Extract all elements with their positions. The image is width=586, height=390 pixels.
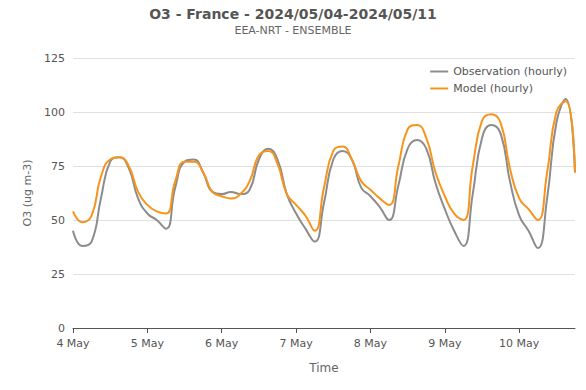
- svg-text:10 May: 10 May: [499, 337, 540, 350]
- svg-text:125: 125: [44, 52, 65, 65]
- svg-text:50: 50: [51, 214, 65, 227]
- svg-text:6 May: 6 May: [205, 337, 239, 350]
- svg-text:Time: Time: [308, 361, 338, 375]
- svg-text:9 May: 9 May: [428, 337, 462, 350]
- svg-text:4 May: 4 May: [56, 337, 90, 350]
- svg-text:O3 (ug m-3): O3 (ug m-3): [21, 160, 34, 227]
- svg-text:25: 25: [51, 268, 65, 281]
- svg-text:8 May: 8 May: [354, 337, 388, 350]
- svg-text:7 May: 7 May: [279, 337, 313, 350]
- svg-text:5 May: 5 May: [131, 337, 165, 350]
- svg-text:100: 100: [44, 106, 65, 119]
- svg-text:0: 0: [58, 322, 65, 335]
- svg-text:EEA-NRT - ENSEMBLE: EEA-NRT - ENSEMBLE: [234, 24, 351, 37]
- svg-text:Model (hourly): Model (hourly): [453, 82, 533, 95]
- svg-text:Observation (hourly): Observation (hourly): [453, 65, 567, 78]
- svg-text:O3 - France - 2024/05/04-2024/: O3 - France - 2024/05/04-2024/05/11: [149, 6, 437, 22]
- svg-text:75: 75: [51, 160, 65, 173]
